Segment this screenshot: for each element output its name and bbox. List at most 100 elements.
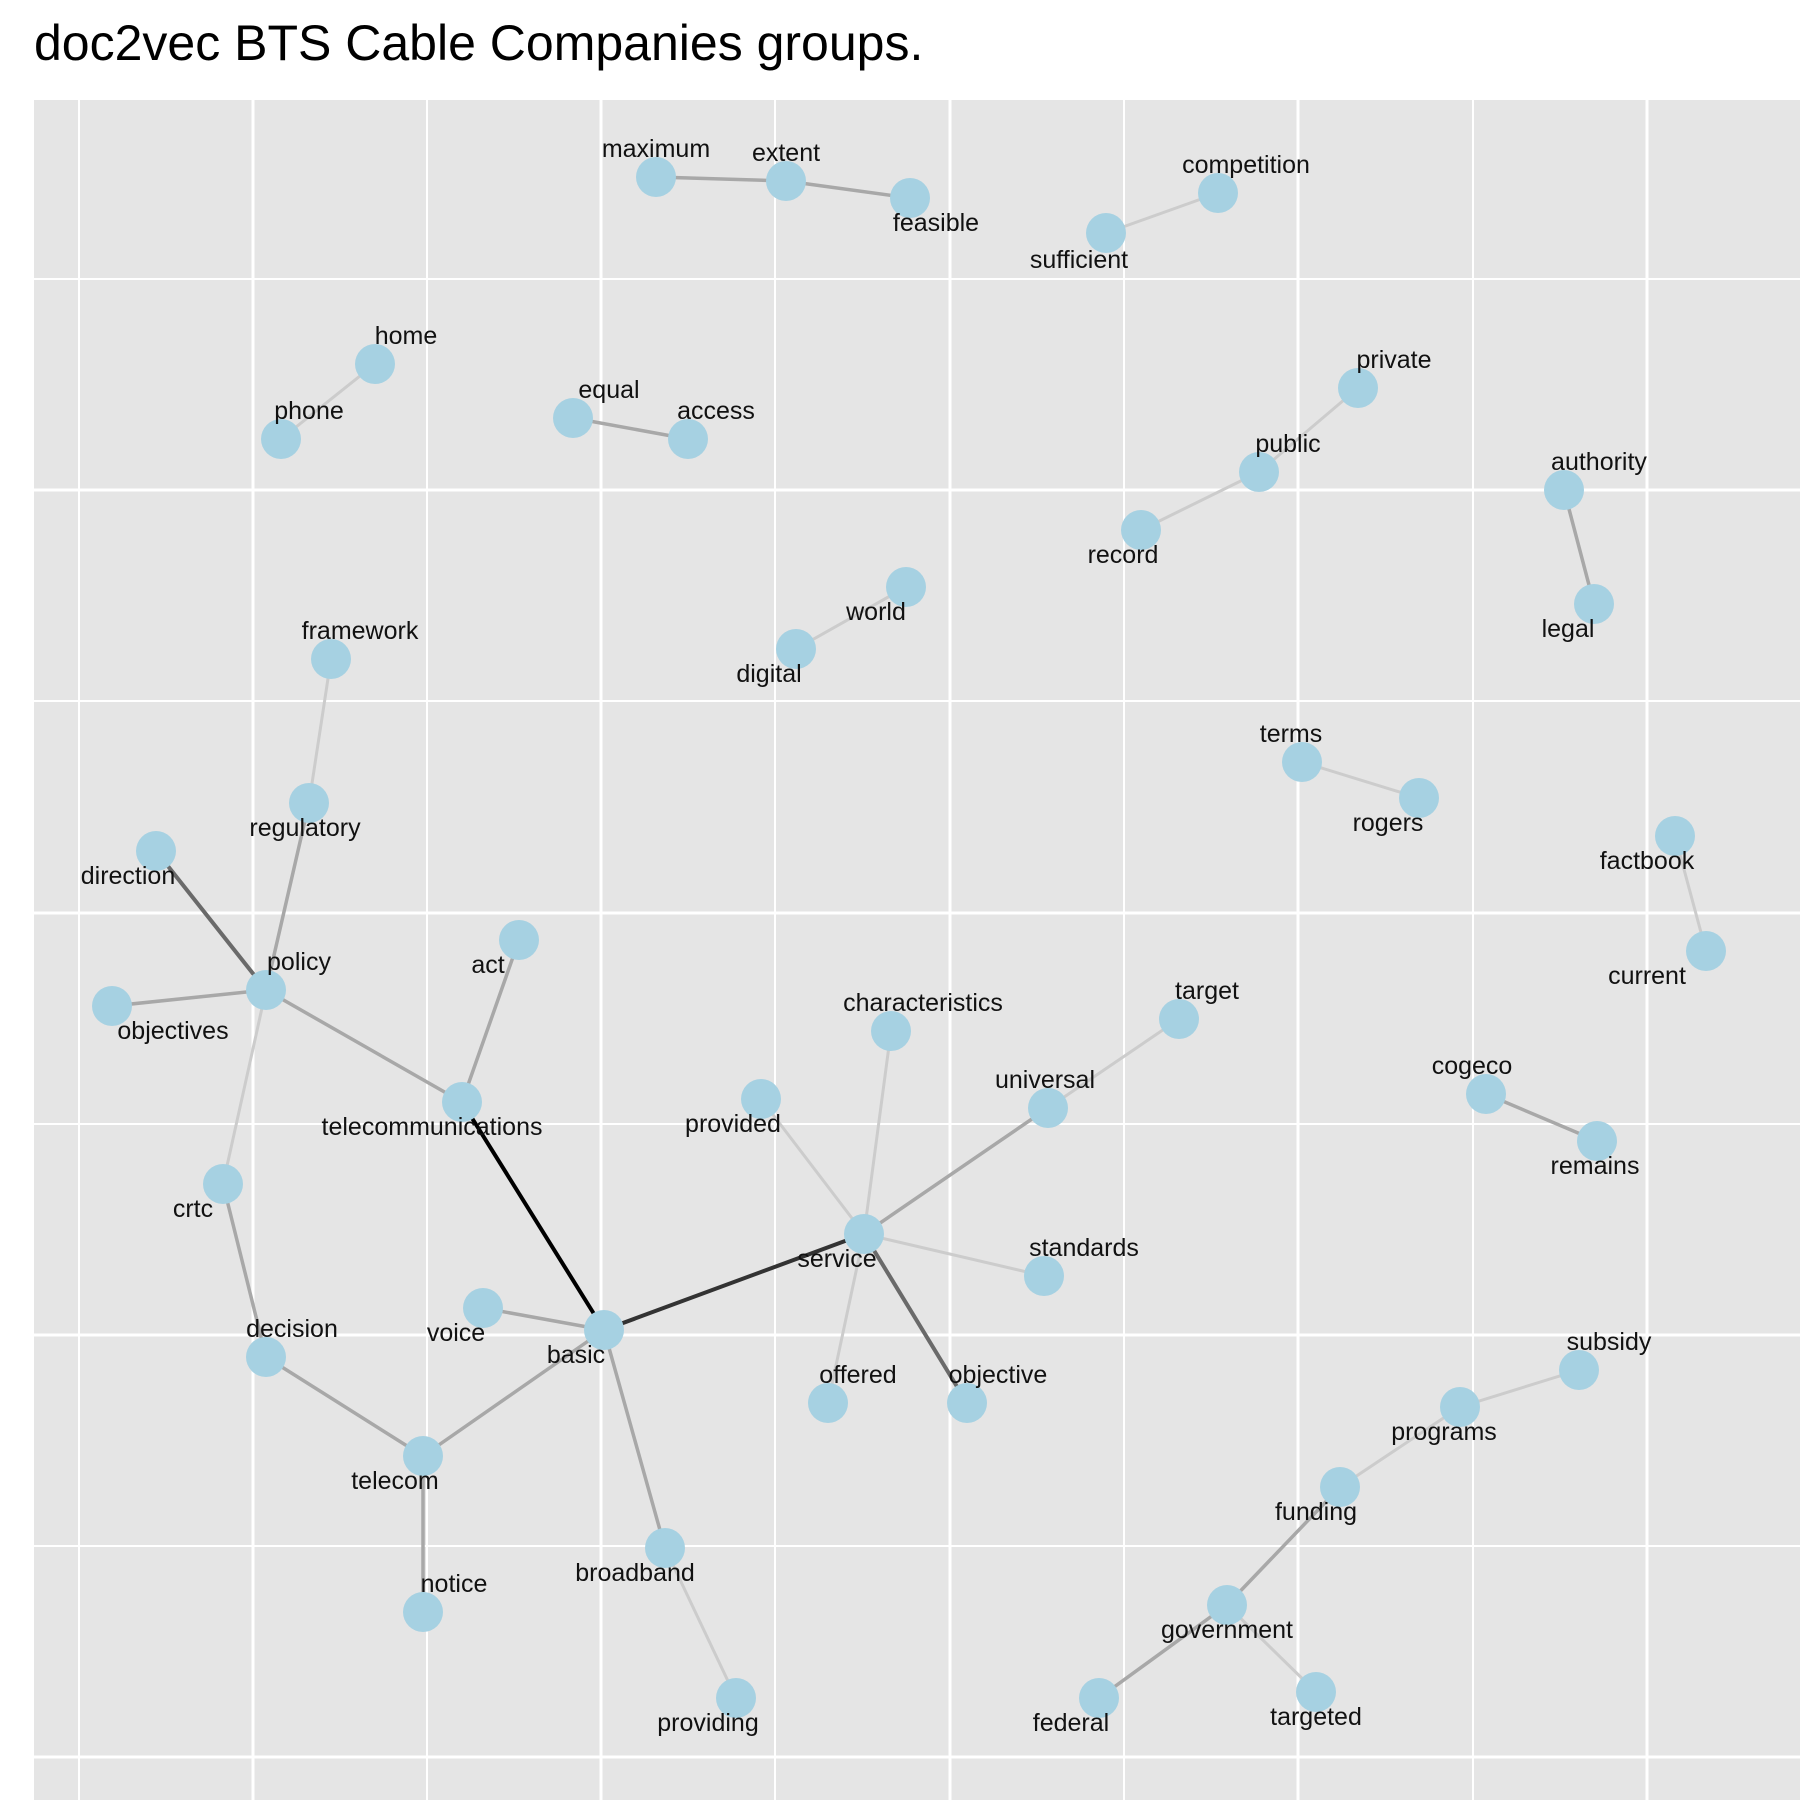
node-direction: [136, 831, 176, 871]
node-extent: [766, 161, 806, 201]
node-label-regulatory: regulatory: [249, 814, 361, 842]
node-label-digital: digital: [736, 660, 801, 688]
node-label-current: current: [1608, 962, 1686, 990]
node-authority: [1544, 470, 1584, 510]
node-label-authority: authority: [1551, 448, 1647, 476]
edge-crtc-decision: [221, 1182, 268, 1359]
node-label-remains: remains: [1551, 1152, 1640, 1180]
node-crtc: [203, 1164, 243, 1204]
edge-policy-telecommunications: [264, 988, 464, 1104]
edge-funding-programs: [1338, 1405, 1462, 1489]
edge-programs-subsidy: [1458, 1368, 1581, 1409]
node-label-record: record: [1088, 541, 1159, 569]
edge-direction-policy: [154, 849, 268, 992]
node-objectives: [92, 986, 132, 1026]
node-label-act: act: [471, 951, 504, 979]
node-digital: [776, 629, 816, 669]
node-standards: [1024, 1256, 1064, 1296]
node-label-feasible: feasible: [893, 209, 979, 237]
node-label-objective: objective: [949, 1361, 1048, 1389]
edge-service-offered: [826, 1232, 866, 1405]
chart-title: doc2vec BTS Cable Companies groups.: [34, 15, 924, 71]
node-label-access: access: [677, 397, 755, 425]
node-label-extent: extent: [752, 139, 820, 167]
node-home: [355, 344, 395, 384]
node-voice: [463, 1288, 503, 1328]
node-label-decision: decision: [246, 1315, 338, 1343]
node-label-crtc: crtc: [173, 1195, 213, 1223]
node-feasible: [890, 178, 930, 218]
node-government: [1207, 1585, 1247, 1625]
edge-cogeco-remains: [1484, 1092, 1599, 1143]
node-telecommunications: [442, 1082, 482, 1122]
edge-voice-basic: [481, 1306, 606, 1332]
node-label-universal: universal: [995, 1066, 1095, 1094]
node-service: [844, 1214, 884, 1254]
node-equal: [553, 398, 593, 438]
node-policy: [246, 970, 286, 1010]
edge-government-funding: [1225, 1485, 1342, 1607]
node-federal: [1079, 1678, 1119, 1718]
node-label-private: private: [1356, 346, 1431, 374]
node-label-telecom: telecom: [351, 1467, 439, 1495]
edge-objectives-policy: [110, 988, 268, 1008]
node-label-provided: provided: [685, 1110, 781, 1138]
node-act: [499, 920, 539, 960]
node-label-cogeco: cogeco: [1432, 1052, 1513, 1080]
node-telecom: [403, 1436, 443, 1476]
node-label-policy: policy: [267, 948, 331, 976]
node-label-telecommunications: telecommunications: [322, 1113, 543, 1141]
edge-government-federal: [1097, 1603, 1229, 1700]
node-label-voice: voice: [427, 1319, 485, 1347]
node-access: [668, 419, 708, 459]
node-label-subsidy: subsidy: [1567, 1328, 1652, 1356]
nodes: [92, 157, 1726, 1718]
node-offered: [808, 1383, 848, 1423]
node-label-characteristics: characteristics: [843, 989, 1003, 1017]
edge-service-standards: [862, 1232, 1046, 1278]
node-basic: [584, 1310, 624, 1350]
edge-service-universal: [862, 1106, 1050, 1236]
node-sufficient: [1086, 213, 1126, 253]
node-label-terms: terms: [1260, 720, 1323, 748]
edge-service-provided: [759, 1097, 866, 1236]
edge-decision-telecom: [264, 1355, 425, 1458]
node-label-federal: federal: [1033, 1709, 1109, 1737]
node-targeted: [1296, 1672, 1336, 1712]
node-public: [1239, 452, 1279, 492]
node-universal: [1028, 1088, 1068, 1128]
node-label-competition: competition: [1182, 151, 1310, 179]
edge-basic-service: [602, 1232, 866, 1332]
node-label-programs: programs: [1391, 1418, 1497, 1446]
node-label-sufficient: sufficient: [1030, 246, 1128, 274]
node-world: [886, 567, 926, 607]
edge-phone-home: [279, 362, 377, 441]
node-label-standards: standards: [1029, 1234, 1139, 1262]
node-regulatory: [289, 783, 329, 823]
node-label-service: service: [797, 1245, 876, 1273]
node-label-notice: notice: [421, 1570, 488, 1598]
node-terms: [1282, 742, 1322, 782]
node-label-legal: legal: [1542, 615, 1595, 643]
node-label-objectives: objectives: [117, 1017, 228, 1045]
node-factbook: [1655, 816, 1695, 856]
node-phone: [261, 419, 301, 459]
node-label-public: public: [1255, 430, 1320, 458]
node-label-equal: equal: [578, 376, 639, 404]
node-label-broadband: broadband: [575, 1559, 695, 1587]
node-cogeco: [1466, 1074, 1506, 1114]
edge-public-private: [1257, 386, 1360, 474]
node-label-providing: providing: [657, 1709, 758, 1737]
node-notice: [403, 1592, 443, 1632]
node-label-targeted: targeted: [1270, 1703, 1362, 1731]
node-label-government: government: [1161, 1616, 1293, 1644]
node-label-framework: framework: [302, 617, 419, 645]
node-label-offered: offered: [819, 1361, 896, 1389]
node-label-phone: phone: [274, 397, 344, 425]
edge-telecommunications-basic: [460, 1100, 606, 1332]
node-label-world: world: [845, 598, 906, 626]
gridlines: [34, 100, 1800, 1800]
edge-government-targeted: [1225, 1603, 1318, 1694]
node-subsidy: [1559, 1350, 1599, 1390]
edge-regulatory-policy: [264, 801, 311, 992]
